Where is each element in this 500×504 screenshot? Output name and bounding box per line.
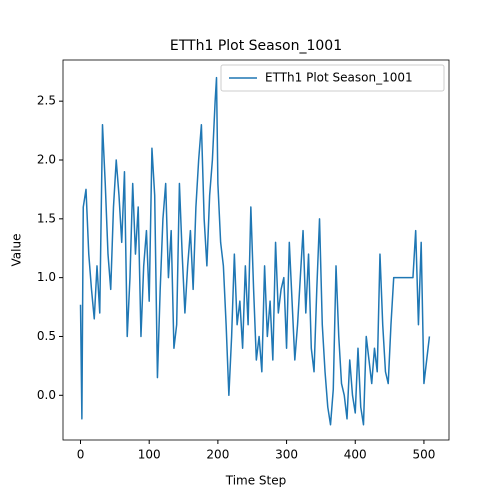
x-tick-label: 500 [412,448,435,462]
y-tick-label: 0.0 [37,388,56,402]
x-tick-label: 200 [206,448,229,462]
x-tick-label: 100 [138,448,161,462]
x-axis-label: Time Step [225,474,287,488]
x-tick-label: 300 [275,448,298,462]
plot-frame [62,59,450,441]
legend-label: ETTh1 Plot Season_1001 [265,71,413,85]
line-series [79,76,431,426]
y-tick-label: 2.0 [37,153,56,167]
y-tick-label: 0.5 [37,329,56,343]
legend-box [220,64,445,92]
y-tick-label: 1.0 [37,270,56,284]
x-tick-label: 0 [77,448,85,462]
y-axis-label: Value [10,234,24,267]
y-tick-label: 2.5 [37,94,56,108]
y-tick-label: 1.5 [37,211,56,225]
chart-title: ETTh1 Plot Season_1001 [170,38,342,54]
x-tick-label: 400 [344,448,367,462]
